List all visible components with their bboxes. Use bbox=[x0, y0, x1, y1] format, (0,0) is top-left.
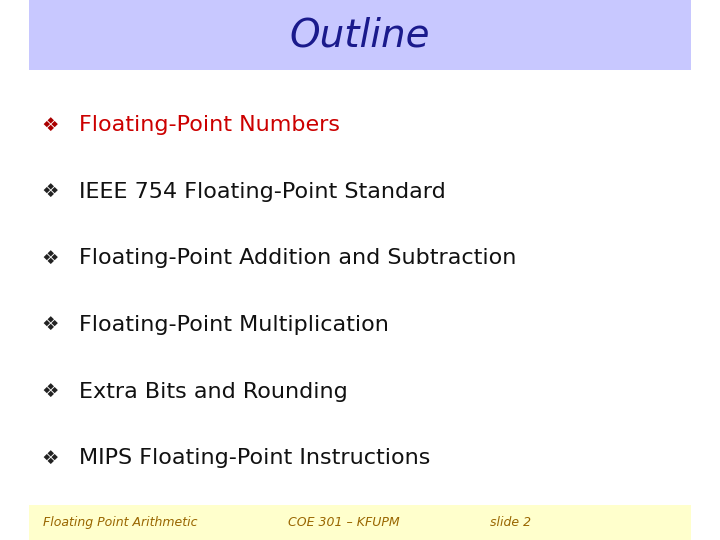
Text: ❖: ❖ bbox=[42, 315, 59, 334]
Text: Floating-Point Addition and Subtraction: Floating-Point Addition and Subtraction bbox=[79, 248, 516, 268]
FancyBboxPatch shape bbox=[29, 0, 691, 70]
FancyBboxPatch shape bbox=[29, 505, 691, 540]
Text: ❖: ❖ bbox=[42, 249, 59, 268]
Text: Extra Bits and Rounding: Extra Bits and Rounding bbox=[79, 381, 348, 402]
Text: Floating Point Arithmetic: Floating Point Arithmetic bbox=[43, 516, 198, 529]
Text: Floating-Point Numbers: Floating-Point Numbers bbox=[79, 115, 340, 135]
Text: MIPS Floating-Point Instructions: MIPS Floating-Point Instructions bbox=[79, 448, 431, 468]
Text: ❖: ❖ bbox=[42, 449, 59, 468]
Text: ❖: ❖ bbox=[42, 182, 59, 201]
Text: Floating-Point Multiplication: Floating-Point Multiplication bbox=[79, 315, 389, 335]
Text: ❖: ❖ bbox=[42, 116, 59, 134]
Text: IEEE 754 Floating-Point Standard: IEEE 754 Floating-Point Standard bbox=[79, 181, 446, 202]
Text: slide 2: slide 2 bbox=[490, 516, 531, 529]
Text: Outline: Outline bbox=[289, 16, 431, 54]
Text: COE 301 – KFUPM: COE 301 – KFUPM bbox=[288, 516, 400, 529]
Text: ❖: ❖ bbox=[42, 382, 59, 401]
